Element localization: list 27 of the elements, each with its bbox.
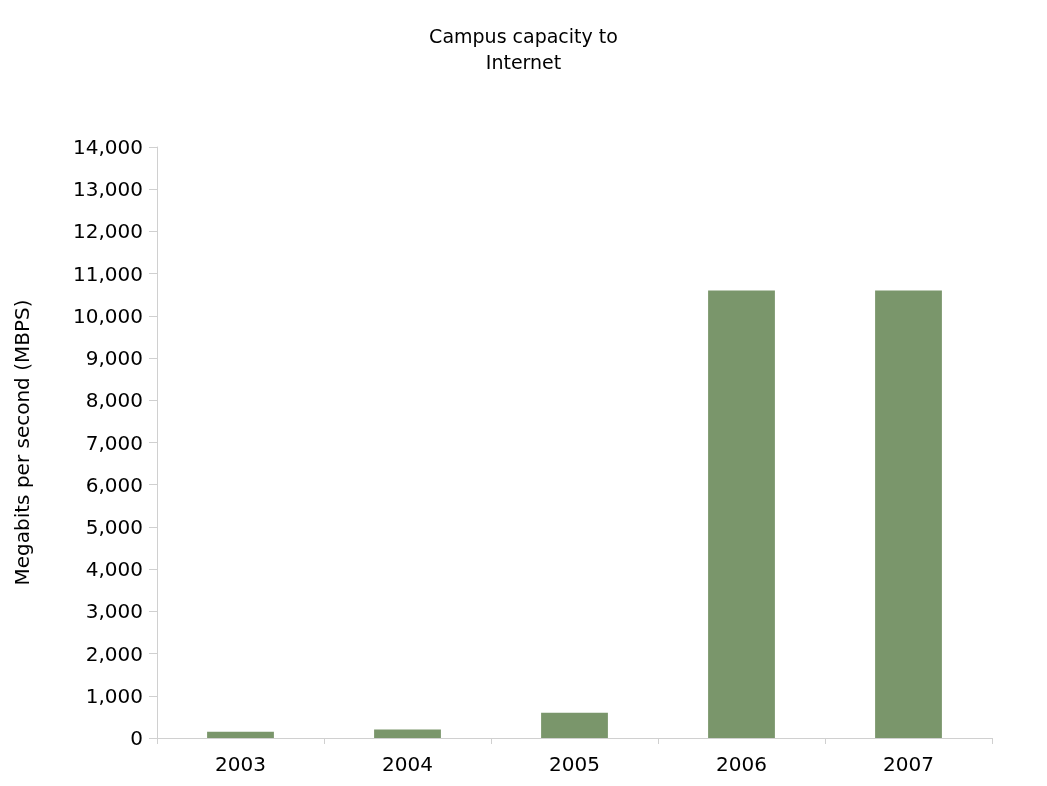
bar (541, 712, 608, 738)
x-tick-label: 2004 (382, 752, 433, 776)
y-tick-label: 6,000 (85, 472, 143, 497)
x-tick-label: 2007 (883, 752, 934, 776)
y-tick-label: 14,000 (73, 135, 143, 159)
x-tick-label: 2005 (549, 752, 600, 776)
y-axis-title: Megabits per second (MBPS) (10, 299, 34, 586)
bar (374, 729, 441, 738)
bar (875, 290, 942, 738)
bar (708, 290, 775, 738)
y-tick-label: 2,000 (85, 641, 143, 666)
y-tick-label: 5,000 (85, 514, 143, 539)
y-tick-label: 1,000 (85, 683, 143, 708)
y-tick-label: 0 (130, 726, 143, 750)
y-tick-label: 4,000 (85, 557, 143, 582)
y-tick-label: 3,000 (85, 599, 143, 624)
x-tick-label: 2003 (215, 752, 266, 776)
y-tick-label: 11,000 (73, 261, 143, 286)
y-tick-label: 12,000 (73, 219, 143, 244)
y-tick-label: 9,000 (85, 346, 143, 371)
bar (207, 731, 274, 738)
y-tick-label: 8,000 (85, 388, 143, 413)
chart-title: Campus capacity to Internet (429, 25, 618, 73)
x-tick-label: 2006 (716, 752, 767, 776)
y-tick-label: 13,000 (73, 177, 143, 202)
y-tick-label: 7,000 (85, 430, 143, 455)
y-tick-label: 10,000 (73, 303, 143, 328)
